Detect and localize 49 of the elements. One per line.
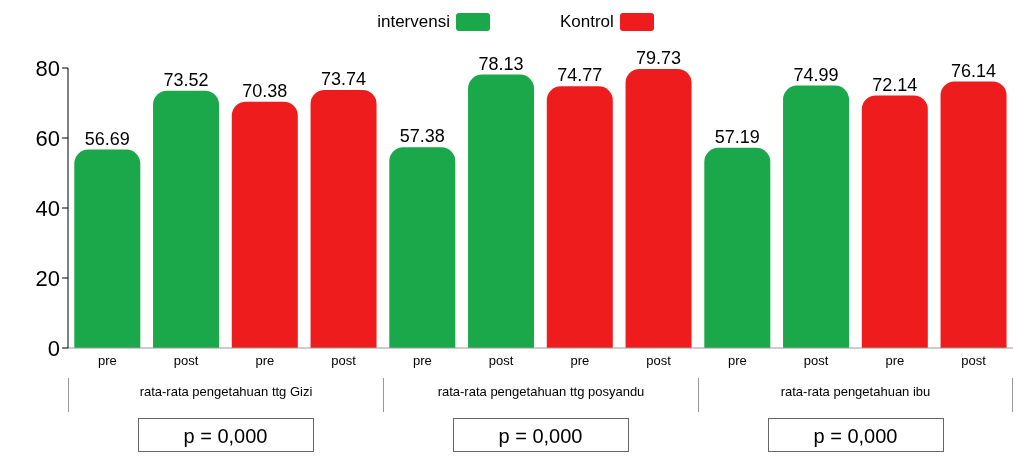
bar xyxy=(153,90,220,348)
y-tick-label: 0 xyxy=(47,335,60,361)
bar xyxy=(704,147,771,348)
bar xyxy=(625,68,692,348)
bar xyxy=(74,149,141,348)
text: p = 0,000 xyxy=(767,418,944,452)
x-tick-label: post xyxy=(488,353,514,369)
data-label: 74.99 xyxy=(793,64,839,85)
x-tick-label: pre xyxy=(570,353,590,369)
data-label: 57.38 xyxy=(399,126,445,147)
data-label: 76.14 xyxy=(951,60,997,81)
bar xyxy=(310,89,377,348)
x-tick-label: post xyxy=(331,353,357,369)
bar xyxy=(783,85,850,348)
legend-label: intervensi xyxy=(377,12,450,32)
x-tick-label: post xyxy=(961,353,987,369)
bar xyxy=(940,81,1007,348)
text: p = 0,000 xyxy=(452,418,629,452)
data-label: 78.13 xyxy=(478,53,524,74)
data-label: 79.73 xyxy=(636,47,682,68)
text: rata-rata pengetahuan ttg Gizi xyxy=(68,378,383,412)
bar xyxy=(389,147,456,348)
data-label: 56.69 xyxy=(84,128,130,149)
text: rata-rata pengetahuan ibu xyxy=(698,378,1013,412)
x-tick-label: pre xyxy=(885,353,905,369)
bar xyxy=(546,86,613,348)
x-tick-label: post xyxy=(173,353,199,369)
data-label: 74.77 xyxy=(557,65,603,86)
y-tick-label: 80 xyxy=(35,55,60,81)
x-tick-label: pre xyxy=(727,353,747,369)
x-tick-label: pre xyxy=(97,353,117,369)
y-tick-label: 40 xyxy=(35,195,60,221)
data-label: 73.52 xyxy=(163,69,209,90)
text: p = 0,000 xyxy=(137,418,314,452)
x-tick-label: post xyxy=(803,353,829,369)
data-label: 72.14 xyxy=(872,74,918,95)
x-tick-label: pre xyxy=(255,353,275,369)
text: rata-rata pengetahuan ttg posyandu xyxy=(383,378,698,412)
data-label: 73.74 xyxy=(321,68,367,89)
bar xyxy=(231,101,298,348)
x-tick-label: post xyxy=(646,353,672,369)
y-tick-label: 20 xyxy=(35,265,60,291)
data-label: 70.38 xyxy=(242,80,288,101)
y-tick-label: 60 xyxy=(35,125,60,151)
bar xyxy=(861,95,928,348)
x-tick-label: pre xyxy=(412,353,432,369)
data-label: 57.19 xyxy=(714,126,760,147)
bar xyxy=(468,74,535,348)
legend-label: Kontrol xyxy=(559,12,614,32)
